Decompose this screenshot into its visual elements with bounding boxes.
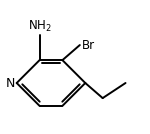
Text: N: N (6, 77, 15, 90)
Text: Br: Br (82, 39, 95, 52)
Text: NH$_2$: NH$_2$ (28, 18, 51, 34)
